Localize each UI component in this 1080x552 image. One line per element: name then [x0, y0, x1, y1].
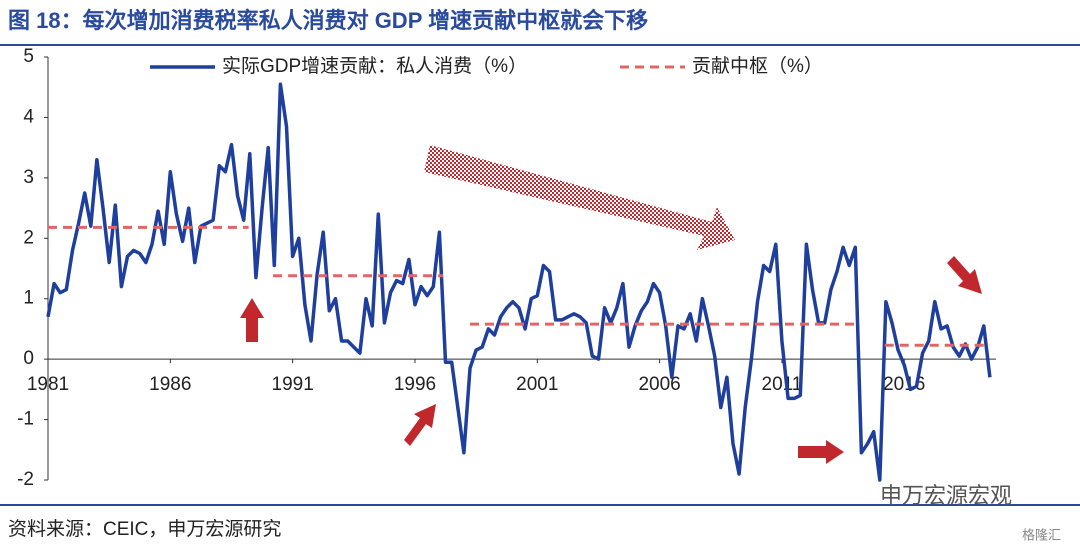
y-tick-label: 3 [23, 167, 34, 188]
y-tick-label: 4 [23, 106, 34, 127]
center-line [48, 225, 990, 347]
source: 资料来源：CEIC，申万宏源研究 [8, 518, 281, 540]
x-tick-label: 2006 [638, 374, 680, 395]
x-tick-label: 1986 [149, 374, 191, 395]
y-tick-label: -2 [17, 469, 34, 490]
y-tick-label: -1 [17, 409, 34, 430]
x-tick-label: 2016 [883, 374, 925, 395]
chart-title: 图 18：每次增加消费税率私人消费对 GDP 增速贡献中枢就会下移 [8, 8, 648, 33]
watermark: 申万宏源宏观 [880, 483, 1012, 508]
trend-arrow [424, 145, 735, 250]
x-tick-label: 1996 [394, 374, 436, 395]
legend-label: 实际GDP增速贡献：私人消费（%） [222, 55, 527, 77]
arrow [404, 404, 436, 446]
x-tick-label: 2001 [516, 374, 558, 395]
x-tick-label: 1981 [27, 374, 69, 395]
arrow [947, 256, 982, 294]
series-line [46, 82, 992, 482]
y-tick-label: 0 [23, 348, 34, 369]
y-tick-label: 2 [23, 227, 34, 248]
y-tick-label: 5 [23, 46, 34, 67]
arrow [240, 298, 264, 342]
legend-label: 贡献中枢（%） [692, 55, 823, 77]
x-tick-label: 1991 [272, 374, 314, 395]
plot: -2 -1 0 1 2 3 4 5 1981 1986 1991 1996 2001 2006 2011 20… [17, 46, 996, 490]
arrow [798, 440, 844, 464]
x-tick-label: 2011 [762, 374, 803, 395]
watermark-logo: 格隆汇 [1022, 527, 1061, 542]
y-tick-label: 1 [23, 288, 34, 309]
